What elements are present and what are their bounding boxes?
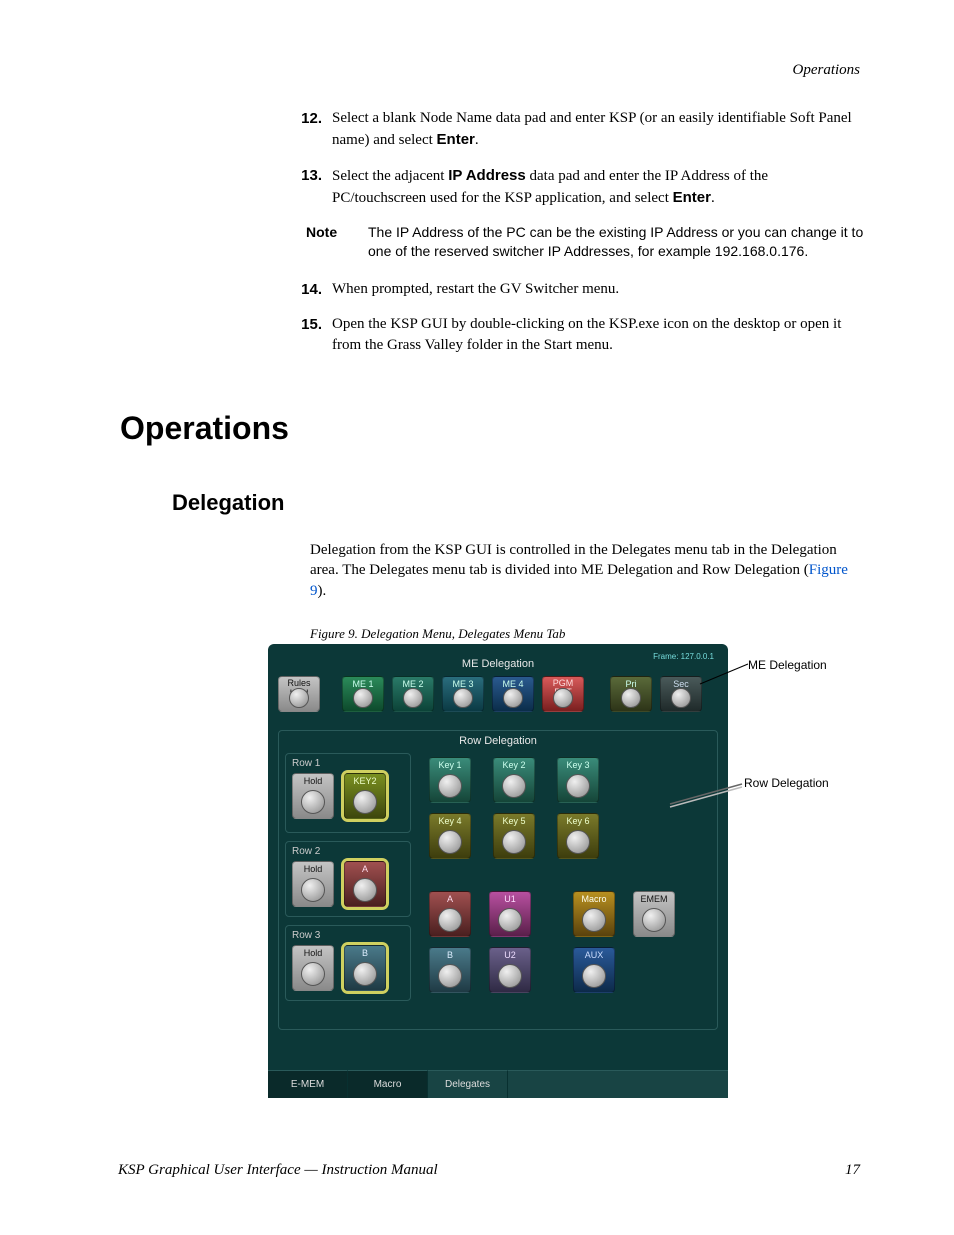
step-14: 14. When prompted, restart the GV Switch…	[298, 279, 864, 300]
row1-area: Row 1 Hold KEY2	[285, 753, 411, 833]
note-body: The IP Address of the PC can be the exis…	[368, 223, 864, 261]
tab-macro[interactable]: Macro	[348, 1070, 428, 1098]
text: ).	[318, 583, 327, 599]
delegation-paragraph: Delegation from the KSP GUI is controlle…	[310, 540, 866, 601]
step-text: When prompted, restart the GV Switcher m…	[332, 279, 864, 300]
tab-emem[interactable]: E-MEM	[268, 1070, 348, 1098]
text: .	[711, 190, 715, 206]
row-delegation-title: Row Delegation	[285, 735, 711, 747]
step-number: 13.	[298, 165, 332, 209]
row2-hold-button[interactable]: Hold	[292, 861, 334, 907]
key6-button[interactable]: Key 6	[557, 813, 599, 859]
screenshot-wrapper: Frame: 127.0.0.1 ME Delegation Rules Hol…	[268, 644, 868, 1098]
text: .	[475, 132, 479, 148]
page-footer: KSP Graphical User Interface — Instructi…	[118, 1162, 860, 1179]
step-number: 12.	[298, 108, 332, 151]
emem-button[interactable]: EMEM	[633, 891, 675, 937]
row-delegation-area: Row Delegation Row 1 Hold KEY2 Row 2 Hol…	[278, 730, 718, 1030]
text: Delegation from the KSP GUI is controlle…	[310, 542, 837, 578]
tab-spacer	[508, 1070, 728, 1098]
key1-button[interactable]: Key 1	[429, 757, 471, 803]
annotation-me: ME Delegation	[748, 658, 827, 672]
u2-button[interactable]: U2	[489, 947, 531, 993]
me4-button[interactable]: ME 4	[492, 676, 534, 712]
step-text: Select the adjacent IP Address data pad …	[332, 165, 864, 209]
me2-button[interactable]: ME 2	[392, 676, 434, 712]
row1-label: Row 1	[292, 758, 404, 769]
numbered-steps: 12. Select a blank Node Name data pad an…	[298, 108, 864, 370]
footer-title: KSP Graphical User Interface — Instructi…	[118, 1162, 438, 1179]
pri-button[interactable]: Pri	[610, 676, 652, 712]
step-number: 14.	[298, 279, 332, 300]
row3-hold-button[interactable]: Hold	[292, 945, 334, 991]
running-header: Operations	[793, 62, 861, 79]
text: Select the adjacent	[332, 168, 448, 184]
step-number: 15.	[298, 314, 332, 356]
step-text: Open the KSP GUI by double-clicking on t…	[332, 314, 864, 356]
step-12: 12. Select a blank Node Name data pad an…	[298, 108, 864, 151]
sec-button[interactable]: Sec	[660, 676, 702, 712]
tab-bar: E-MEM Macro Delegates	[268, 1070, 728, 1098]
tab-delegates[interactable]: Delegates	[428, 1070, 508, 1098]
key5-button[interactable]: Key 5	[493, 813, 535, 859]
u1-button[interactable]: U1	[489, 891, 531, 937]
rules-hold-button[interactable]: Rules Hold	[278, 676, 320, 712]
frame-ip: Frame: 127.0.0.1	[653, 652, 714, 661]
pgm-pst-button[interactable]: PGM PST	[542, 676, 584, 712]
row3-area: Row 3 Hold B	[285, 925, 411, 1001]
step-13: 13. Select the adjacent IP Address data …	[298, 165, 864, 209]
note-block: Note The IP Address of the PC can be the…	[298, 223, 864, 261]
annotation-row: Row Delegation	[744, 776, 829, 790]
footer-page: 17	[845, 1162, 860, 1179]
bold: IP Address	[448, 167, 526, 184]
aux-button[interactable]: AUX	[573, 947, 615, 993]
a-button[interactable]: A	[429, 891, 471, 937]
row1-key2-button[interactable]: KEY2	[344, 773, 386, 819]
row2-label: Row 2	[292, 846, 404, 857]
text: Select a blank Node Name data pad and en…	[332, 110, 852, 148]
me1-button[interactable]: ME 1	[342, 676, 384, 712]
key3-button[interactable]: Key 3	[557, 757, 599, 803]
heading-delegation: Delegation	[172, 490, 284, 516]
heading-operations: Operations	[120, 410, 289, 447]
me-delegation-title: ME Delegation	[278, 658, 718, 670]
row3-label: Row 3	[292, 930, 404, 941]
me-delegation-row: Rules Hold ME 1 ME 2 ME 3 ME 4 PGM PST P…	[278, 676, 718, 712]
key4-button[interactable]: Key 4	[429, 813, 471, 859]
macro-button[interactable]: Macro	[573, 891, 615, 937]
annotation-line-me	[698, 662, 758, 688]
key-grid: Key 1 Key 2 Key 3 Key 4 Key 5 Key 6 A U1…	[429, 757, 699, 1003]
key2-button[interactable]: Key 2	[493, 757, 535, 803]
step-text: Select a blank Node Name data pad and en…	[332, 108, 864, 151]
bold: Enter	[673, 189, 711, 206]
row3-b-button[interactable]: B	[344, 945, 386, 991]
step-15: 15. Open the KSP GUI by double-clicking …	[298, 314, 864, 356]
annotation-line-row	[666, 782, 746, 810]
b-button[interactable]: B	[429, 947, 471, 993]
row1-hold-button[interactable]: Hold	[292, 773, 334, 819]
row2-area: Row 2 Hold A	[285, 841, 411, 917]
note-label: Note	[298, 223, 368, 261]
delegation-panel: Frame: 127.0.0.1 ME Delegation Rules Hol…	[268, 644, 728, 1098]
row2-a-button[interactable]: A	[344, 861, 386, 907]
bold: Enter	[437, 131, 475, 148]
figure-caption: Figure 9. Delegation Menu, Delegates Men…	[310, 626, 565, 642]
me3-button[interactable]: ME 3	[442, 676, 484, 712]
